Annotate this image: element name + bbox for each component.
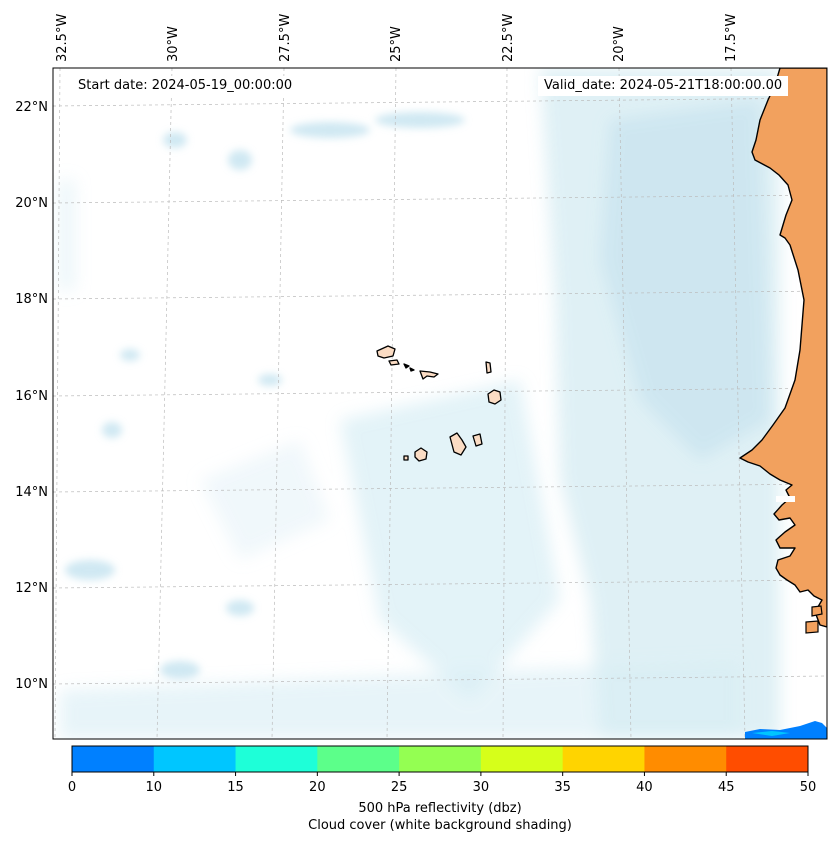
colorbar-tick-label: 45 xyxy=(718,780,735,795)
lon-label: 27.5°W xyxy=(278,14,293,62)
cloud-cover-layer xyxy=(58,68,780,739)
island-sao-nicolau xyxy=(419,370,439,380)
colorbar-segment xyxy=(644,746,727,772)
island-sal xyxy=(485,361,492,374)
colorbar-frame xyxy=(71,745,809,773)
map-panel xyxy=(53,68,827,739)
lat-label: 10°N xyxy=(15,677,48,692)
colorbar-tick-label: 35 xyxy=(554,780,571,795)
colorbar-segment xyxy=(235,746,318,772)
colorbar-sublabel: Cloud cover (white background shading) xyxy=(308,818,572,833)
colorbar-segment xyxy=(399,746,482,772)
lat-label: 20°N xyxy=(15,196,48,211)
colorbar-segment xyxy=(562,746,645,772)
island-sao-vicente xyxy=(388,359,400,366)
lat-label: 16°N xyxy=(15,389,48,404)
island-brava xyxy=(403,455,409,461)
lon-label: 25°W xyxy=(389,26,404,62)
lat-label: 12°N xyxy=(15,581,48,596)
colorbar-segment xyxy=(153,746,237,772)
colorbar-segment xyxy=(726,746,809,772)
valid-date-label: Valid_date: 2024-05-21T18:00:00.00 xyxy=(538,76,789,96)
colorbar-segment xyxy=(317,746,400,772)
africa-mainland xyxy=(739,68,827,634)
colorbar-tick-label: 50 xyxy=(800,780,817,795)
island-fogo xyxy=(414,447,428,462)
colorbar-tick-label: 0 xyxy=(68,780,76,795)
lon-label: 32.5°W xyxy=(55,14,70,62)
latitude-labels: 22°N 20°N 18°N 16°N 14°N 12°N 10°N xyxy=(15,100,48,692)
colorbar-ticks: 0 10 15 20 25 30 35 40 45 50 xyxy=(68,772,816,795)
colorbar-label: 500 hPa reflectivity (dbz) xyxy=(358,801,522,816)
island-maio xyxy=(472,433,483,447)
colorbar-tick-label: 30 xyxy=(473,780,490,795)
start-date-label: Start date: 2024-05-19_00:00:00 xyxy=(72,76,299,96)
lon-label: 17.5°W xyxy=(724,14,739,62)
lat-label: 22°N xyxy=(15,100,48,115)
island-boa-vista xyxy=(487,389,502,405)
lat-label: 14°N xyxy=(15,485,48,500)
colorbar-segments xyxy=(72,746,809,772)
reflectivity-patch xyxy=(745,721,827,739)
colorbar-tick-label: 20 xyxy=(309,780,326,795)
colorbar-tick-label: 10 xyxy=(146,780,163,795)
map-frame xyxy=(52,67,828,740)
island-santiago xyxy=(449,432,467,456)
colorbar: 0 10 15 20 25 30 35 40 45 50 xyxy=(68,745,816,795)
graticule xyxy=(53,68,827,739)
lon-label: 30°W xyxy=(166,26,181,62)
colorbar-segment xyxy=(480,746,564,772)
lon-label: 20°W xyxy=(612,26,627,62)
colorbar-segment xyxy=(72,746,155,772)
cape-verde-islands xyxy=(376,345,502,462)
lon-label: 22.5°W xyxy=(501,14,516,62)
colorbar-tick-label: 15 xyxy=(227,780,244,795)
longitude-labels: 32.5°W 30°W 27.5°W 25°W 22.5°W 20°W 17.5… xyxy=(55,14,739,62)
lat-label: 18°N xyxy=(15,292,48,307)
island-santo-antao xyxy=(376,345,396,359)
colorbar-tick-label: 40 xyxy=(636,780,653,795)
colorbar-tick-label: 25 xyxy=(391,780,408,795)
